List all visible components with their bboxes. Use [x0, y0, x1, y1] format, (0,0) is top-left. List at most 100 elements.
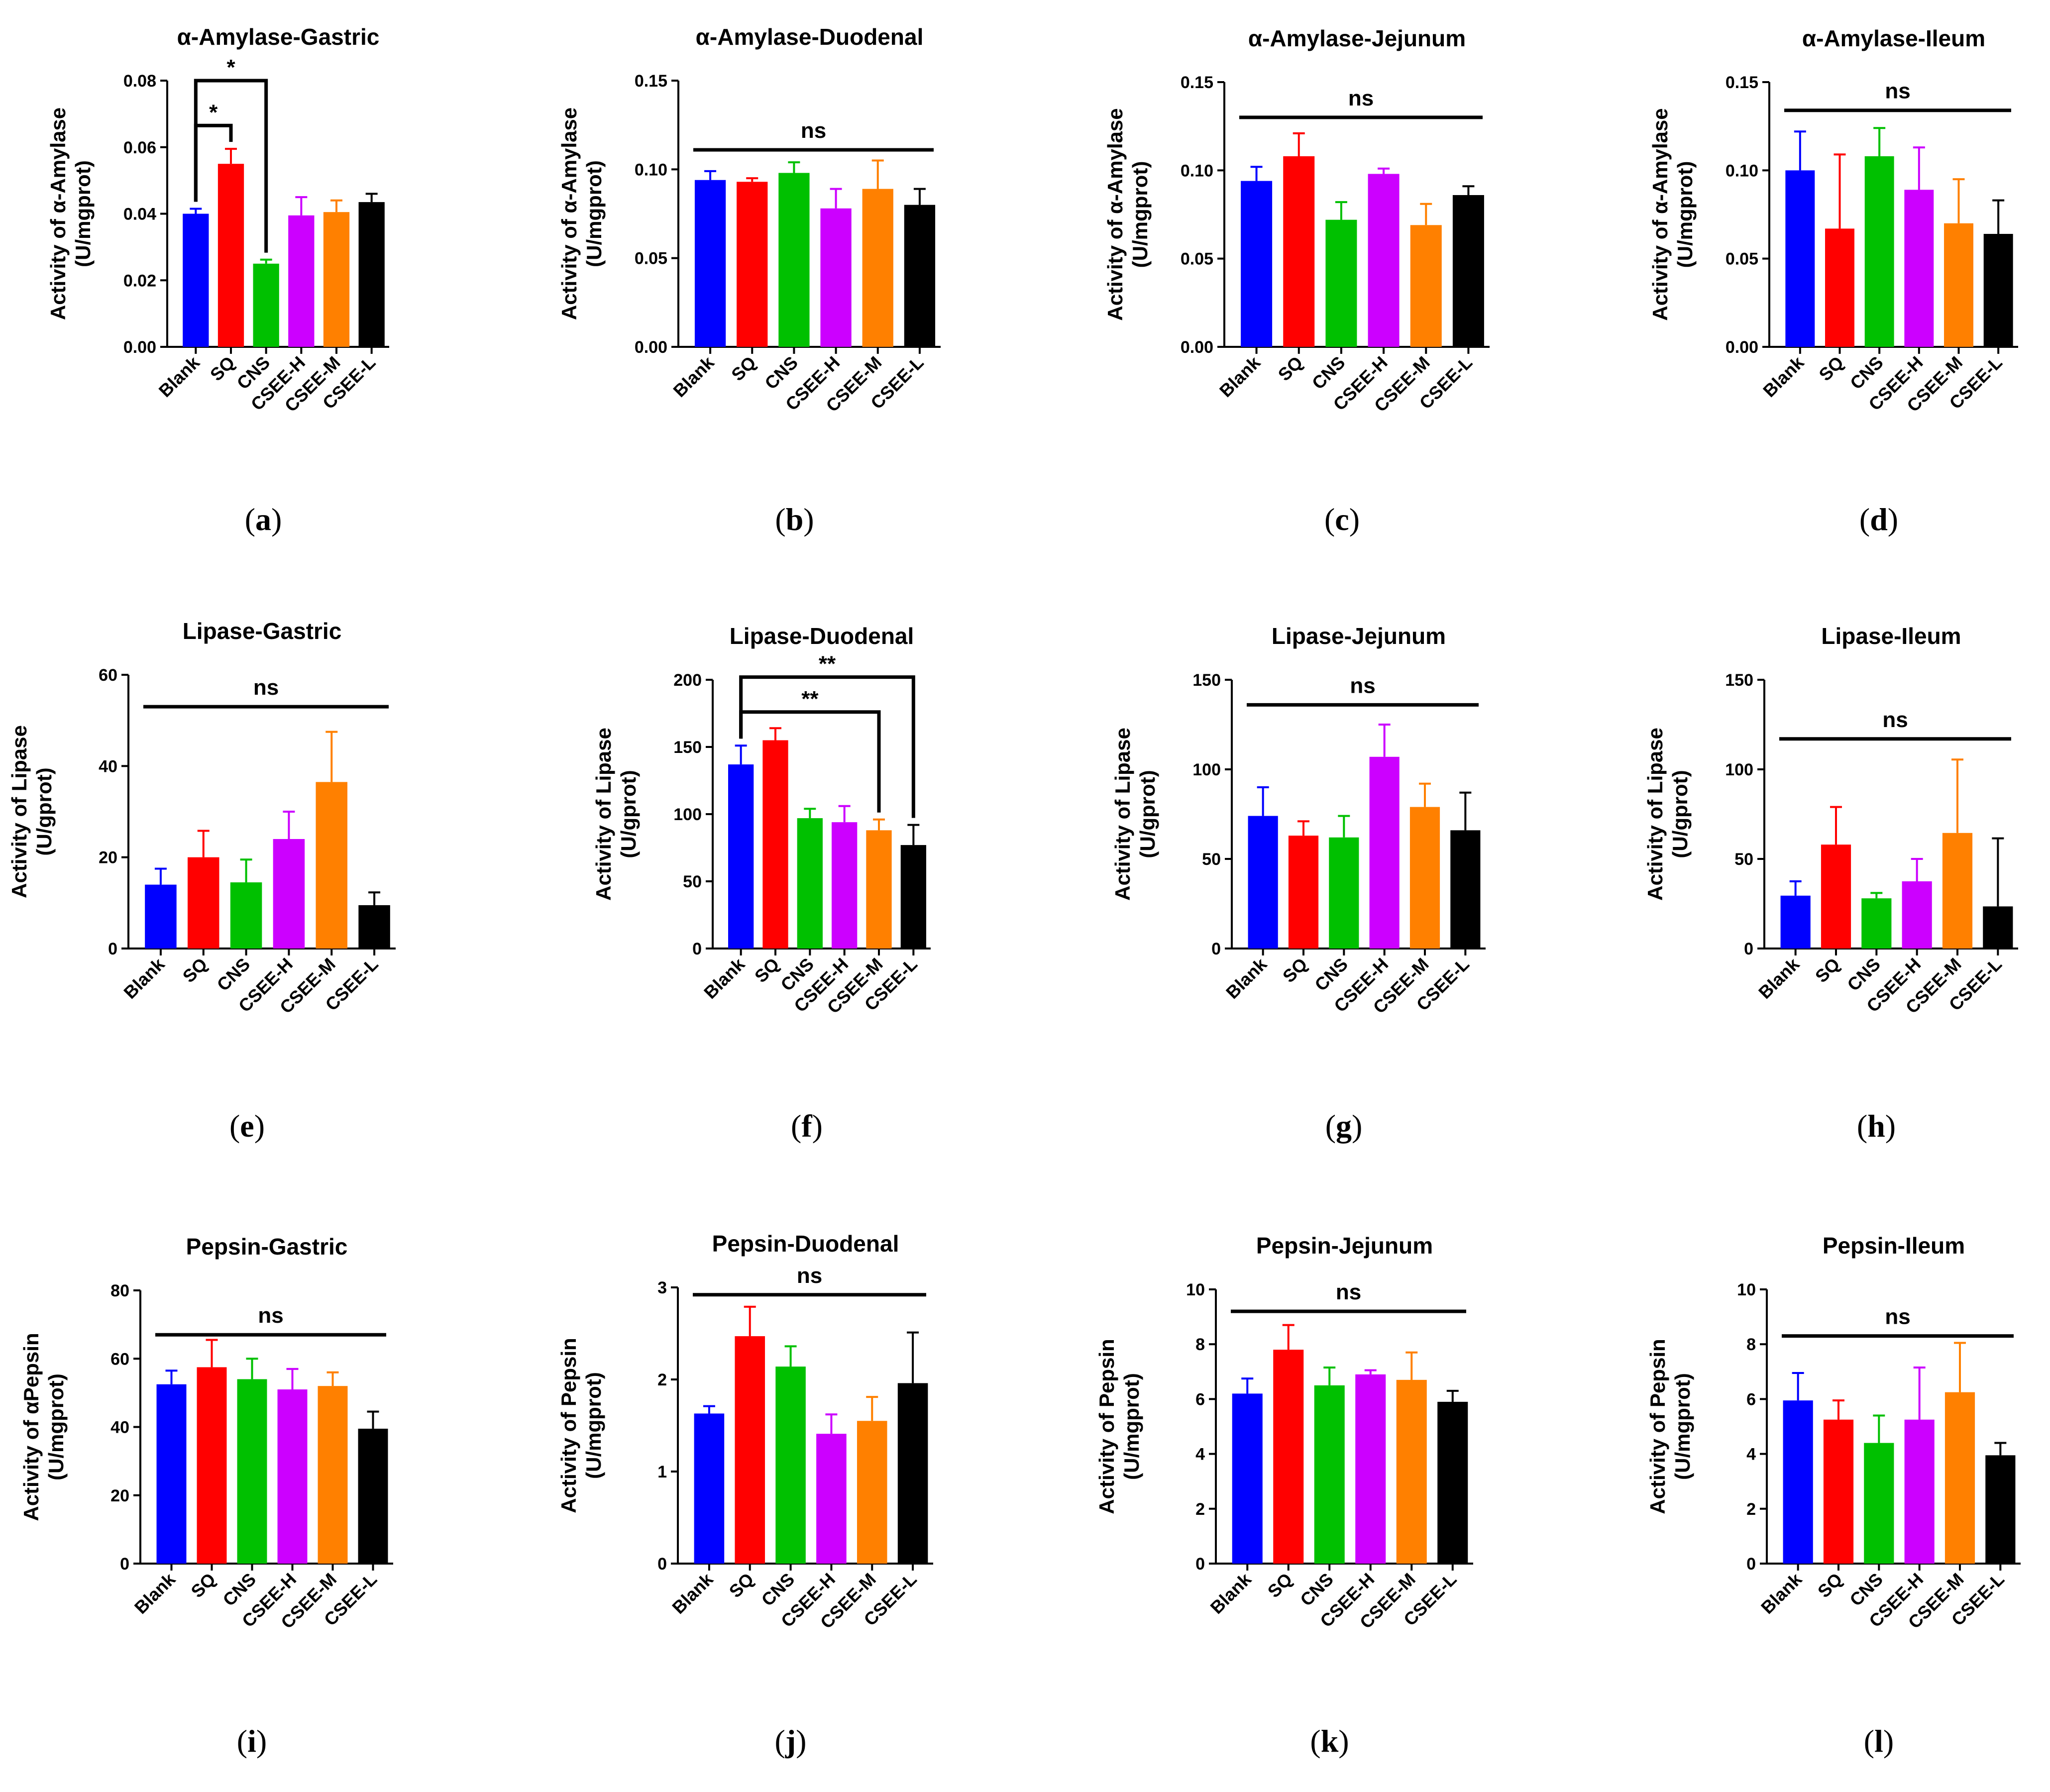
y-tick-label: 150: [1725, 671, 1753, 690]
bar-csee-h: [1904, 190, 1934, 347]
significance-bracket: [194, 79, 268, 253]
panel-title: Lipase-Gastric: [183, 618, 342, 644]
y-tick-label: 0.06: [123, 138, 156, 157]
y-tick-label: 40: [110, 1418, 129, 1437]
y-tick-label: 50: [1202, 850, 1221, 869]
y-tick-label: 0.05: [1726, 250, 1758, 269]
bar-csee-l: [358, 202, 385, 347]
y-tick-label: 150: [1192, 671, 1221, 690]
y-tick-label: 0.15: [1726, 73, 1758, 92]
panel-title: α-Amylase-Jejunum: [1248, 25, 1466, 51]
y-axis-unit: (U/mgprot): [582, 160, 606, 267]
x-category-label: SQ: [1264, 1569, 1296, 1602]
bar-csee-l: [1985, 1455, 2016, 1564]
subfigure-label: (l): [1864, 1723, 1894, 1759]
panel-e: Lipase-Gastric Activity of Lipase (U/gprot…: [7, 618, 396, 1144]
bar-blank: [1785, 170, 1815, 347]
y-tick-label: 0.15: [635, 72, 667, 91]
significance-label: ns: [258, 1303, 283, 1328]
bar-csee-l: [1450, 830, 1481, 949]
bar-csee-h: [1904, 1419, 1935, 1564]
y-tick-label: 0.05: [635, 249, 667, 268]
subfigure-label: (a): [245, 502, 282, 537]
bar-blank: [1241, 181, 1273, 347]
bar-csee-m: [1396, 1379, 1427, 1564]
y-axis-label: Activity of αPepsin: [19, 1333, 43, 1521]
y-axis-unit: (U/gprot): [1136, 770, 1159, 858]
bar-csee-h: [273, 839, 305, 949]
x-category-label: Blank: [700, 953, 749, 1003]
y-tick-label: 0: [120, 1555, 129, 1574]
subfigure-label: (f): [791, 1108, 823, 1144]
x-category-label: SQ: [1815, 352, 1847, 385]
x-category-label: Blank: [155, 352, 204, 401]
bar-cns: [1314, 1385, 1345, 1564]
panel-i: Pepsin-Gastric Activity of αPepsin (U/mgpr…: [19, 1234, 393, 1759]
bar-csee-m: [1409, 807, 1440, 949]
subfigure-letter: g: [1336, 1108, 1352, 1144]
bar-csee-l: [1452, 195, 1484, 347]
subfigure-label: (i): [237, 1723, 267, 1759]
bar-sq: [762, 740, 788, 949]
panel-g: Lipase-Jejunum Activity of Lipase (U/gprot…: [1111, 623, 1486, 1144]
y-tick-label: 0.00: [123, 338, 156, 357]
subfigure-letter: e: [240, 1108, 254, 1144]
bar-blank: [156, 1384, 187, 1564]
y-tick-label: 60: [99, 666, 117, 685]
y-axis-label: Activity of Lipase: [592, 728, 615, 901]
bar-csee-h: [816, 1434, 847, 1564]
bar-sq: [735, 1336, 765, 1564]
y-tick-label: 150: [673, 738, 702, 757]
x-category-label: SQ: [725, 1569, 758, 1602]
panel-title: Pepsin-Ileum: [1823, 1233, 1965, 1259]
significance-label: **: [819, 652, 836, 676]
significance-label: ns: [1882, 708, 1908, 732]
y-tick-label: 100: [1192, 760, 1221, 779]
y-tick-label: 0.10: [1726, 161, 1758, 180]
y-tick-label: 4: [1195, 1445, 1205, 1464]
x-category-label: Blank: [669, 352, 718, 401]
y-tick-label: 20: [99, 848, 117, 867]
bar-cns: [1864, 156, 1894, 347]
significance-label: ns: [801, 118, 826, 143]
y-tick-label: 8: [1195, 1335, 1205, 1354]
bar-csee-m: [1410, 225, 1442, 347]
y-tick-label: 0.04: [123, 205, 156, 224]
y-tick-label: 0: [692, 940, 702, 958]
y-tick-label: 80: [110, 1281, 129, 1300]
y-tick-label: 0.00: [1181, 338, 1213, 357]
x-category-label: Blank: [1215, 352, 1265, 401]
significance-label: ns: [1348, 86, 1374, 110]
subfigure-letter: k: [1321, 1723, 1339, 1759]
y-axis-label: Activity of Lipase: [7, 725, 31, 898]
y-tick-label: 0: [1195, 1555, 1205, 1574]
bar-csee-h: [1368, 174, 1400, 347]
bar-sq: [1283, 156, 1315, 347]
significance-label: ns: [797, 1264, 822, 1288]
y-axis-label: Activity of α-Amylase: [46, 107, 70, 320]
y-tick-label: 10: [1186, 1280, 1205, 1299]
subfigure-label: (h): [1857, 1108, 1896, 1144]
significance-label: ns: [1885, 79, 1910, 104]
y-tick-label: 2: [1746, 1500, 1756, 1519]
y-axis-label: Activity of Lipase: [1111, 728, 1134, 901]
bar-blank: [1232, 1393, 1263, 1564]
y-tick-label: 0: [1211, 940, 1221, 958]
y-tick-label: 60: [110, 1350, 129, 1369]
x-category-label: Blank: [1757, 1569, 1806, 1618]
x-category-label: Blank: [1754, 953, 1804, 1003]
y-tick-label: 100: [1725, 760, 1753, 779]
bar-csee-h: [820, 208, 852, 347]
bar-cns: [253, 263, 279, 347]
panel-title: Lipase-Ileum: [1821, 623, 1961, 649]
y-tick-label: 10: [1737, 1280, 1756, 1299]
panel-title: Lipase-Jejunum: [1272, 623, 1446, 649]
y-tick-label: 6: [1195, 1390, 1205, 1409]
bar-sq: [1825, 228, 1854, 347]
bar-csee-m: [318, 1386, 348, 1564]
y-tick-label: 0.05: [1181, 250, 1213, 269]
bar-csee-h: [277, 1389, 308, 1564]
bar-csee-l: [1983, 234, 2013, 347]
